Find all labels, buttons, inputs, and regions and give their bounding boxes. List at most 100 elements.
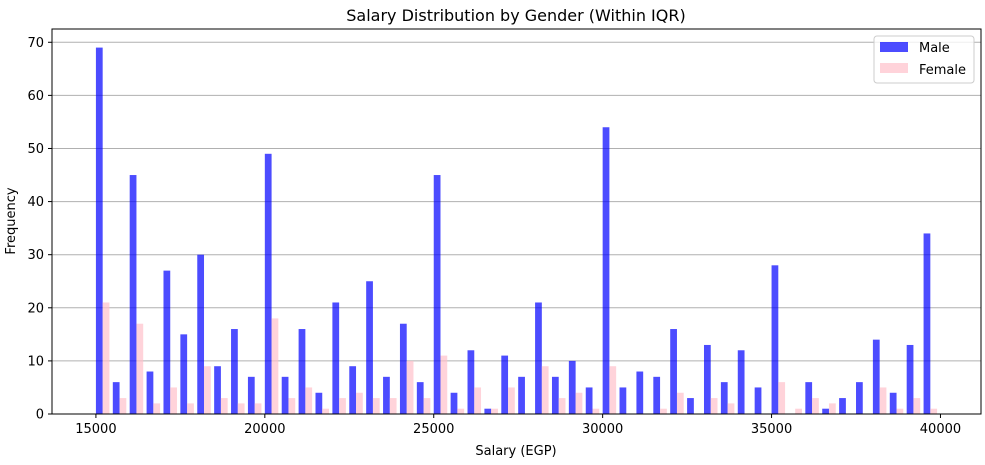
bar-female <box>896 408 904 414</box>
bar-male <box>484 408 492 414</box>
bar-female <box>102 302 110 414</box>
bar-female <box>660 408 667 414</box>
y-tick-label: 10 <box>27 354 44 369</box>
bar-female <box>592 408 600 414</box>
bar-female <box>913 398 921 414</box>
y-axis-ticks: 0 10 20 30 40 50 60 70 <box>27 36 52 423</box>
bar-female <box>558 398 566 414</box>
x-tick-label: 30000 <box>582 422 623 437</box>
bar-male <box>551 376 559 414</box>
bar-male <box>197 254 205 414</box>
bar-male <box>129 175 137 414</box>
bar-female <box>541 366 549 414</box>
y-tick-label: 40 <box>27 195 44 210</box>
bar-male <box>703 344 711 414</box>
bar-female <box>778 382 786 414</box>
bar-female <box>710 398 718 414</box>
bar-female <box>440 355 448 414</box>
bar-female <box>727 403 735 414</box>
bar-male <box>95 47 103 414</box>
bar-male <box>535 302 542 414</box>
bar-female <box>457 408 465 414</box>
bar-female <box>795 408 802 414</box>
bar-male <box>619 387 627 414</box>
bar-male <box>433 175 441 414</box>
bar-male <box>687 398 694 414</box>
y-tick-label: 0 <box>36 408 44 423</box>
bar-male <box>501 355 509 414</box>
bar-male <box>247 376 255 414</box>
bar-female <box>271 318 279 414</box>
bar-female <box>136 323 144 414</box>
bar-female <box>930 408 938 414</box>
bar-female <box>879 387 887 414</box>
bar-male <box>906 344 914 414</box>
bar-male <box>416 382 424 414</box>
bar-female <box>491 408 498 414</box>
bar-female <box>812 398 819 414</box>
bar-male <box>602 127 610 414</box>
bar-male <box>568 360 576 414</box>
bar-male <box>366 281 373 414</box>
bar-male <box>822 408 829 414</box>
chart-title: Salary Distribution by Gender (Within IQ… <box>346 6 685 25</box>
plot-frame <box>51 28 982 415</box>
bar-female <box>575 392 583 414</box>
y-tick-label: 20 <box>27 301 44 316</box>
bar-female <box>676 392 684 414</box>
legend-label-female: Female <box>919 63 966 78</box>
bar-female <box>406 360 414 414</box>
bar-male <box>754 387 762 414</box>
y-tick-label: 60 <box>27 89 44 104</box>
y-tick-label: 70 <box>27 36 44 51</box>
bar-male <box>720 382 728 414</box>
bar-male <box>467 350 475 414</box>
x-tick-label: 20000 <box>244 422 285 437</box>
bar-male <box>856 382 863 414</box>
x-axis-label: Salary (EGP) <box>475 444 556 459</box>
bar-male <box>231 329 238 414</box>
bar-female <box>389 398 397 414</box>
bar-male <box>112 382 120 414</box>
bar-male <box>585 387 593 414</box>
bar-male <box>653 376 661 414</box>
bar-female <box>237 403 245 414</box>
bar-female <box>508 387 515 414</box>
bar-female <box>356 392 363 414</box>
bar-male <box>281 376 289 414</box>
y-tick-label: 30 <box>27 248 44 263</box>
legend-label-male: Male <box>919 41 950 56</box>
bar-male <box>180 334 188 414</box>
bar-female <box>204 366 211 414</box>
bar-female <box>254 403 262 414</box>
y-tick-label: 50 <box>27 142 44 157</box>
bar-male <box>889 392 897 414</box>
x-tick-label: 35000 <box>751 422 792 437</box>
bar-male <box>518 376 525 414</box>
bar-male <box>298 329 306 414</box>
bar-male <box>315 392 323 414</box>
x-tick-label: 40000 <box>920 422 961 437</box>
legend: Male Female <box>873 35 975 84</box>
bar-female <box>828 403 836 414</box>
bar-female <box>609 366 617 414</box>
bar-female <box>288 398 296 414</box>
bar-male <box>264 153 272 415</box>
bar-male <box>383 376 390 414</box>
bar-female <box>322 408 330 414</box>
bar-female <box>170 387 177 414</box>
x-tick-label: 25000 <box>413 422 454 437</box>
bar-female <box>339 398 346 414</box>
bar-female <box>187 403 194 414</box>
bar-female <box>474 387 482 414</box>
y-axis-label: Frequency <box>4 187 19 254</box>
bar-male <box>805 382 813 414</box>
x-axis-ticks: 15000 20000 25000 30000 35000 40000 <box>75 414 961 437</box>
bar-male <box>636 371 644 414</box>
bar-male <box>737 350 745 414</box>
bars <box>95 47 938 415</box>
bar-male <box>349 366 357 414</box>
bar-male <box>670 329 677 414</box>
bar-male <box>450 392 458 414</box>
